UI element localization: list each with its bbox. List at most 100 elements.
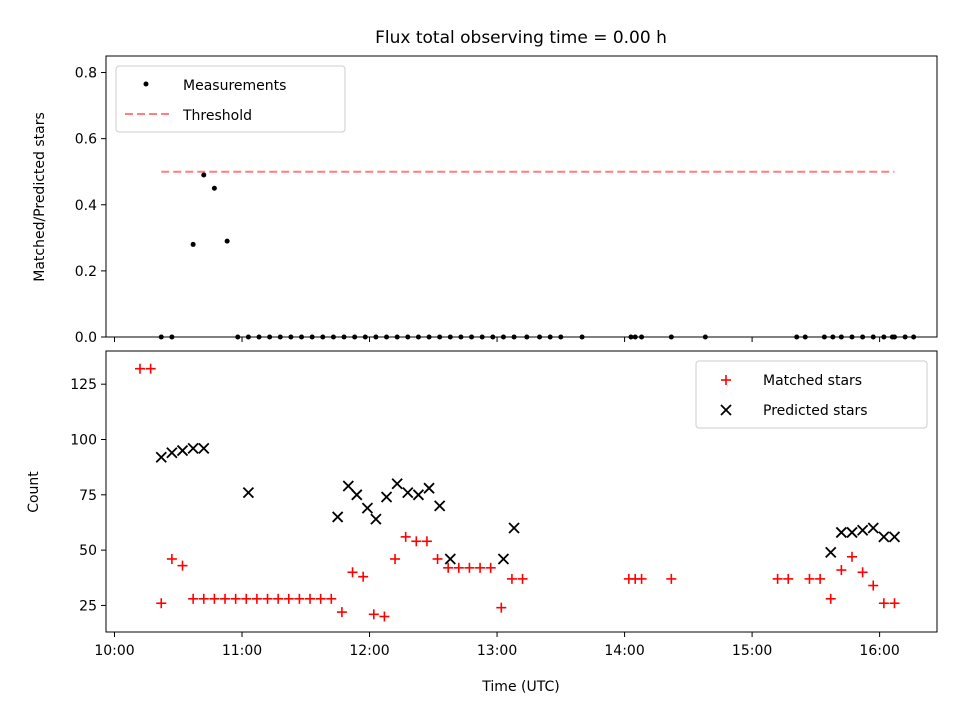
matched-stars-points (135, 363, 900, 622)
matched-star-point (485, 562, 496, 573)
matched-star-point (198, 593, 209, 604)
cross-stroke (720, 404, 732, 416)
matched-star-point (305, 593, 316, 604)
count-x-tick-label: 16:00 (859, 643, 899, 659)
matched-star-point (358, 571, 369, 582)
matched-star-point (400, 531, 411, 542)
ratio-y-tick-label: 0.4 (75, 198, 97, 214)
count-x-ticks: 10:00 11:00 12:00 13:00 14:00 15:00 16:00 (94, 632, 900, 659)
count-y-tick-label: 100 (70, 433, 97, 449)
matched-star-point (347, 567, 358, 578)
cross-stroke (878, 531, 890, 543)
predicted-star-point (166, 447, 178, 459)
count-legend: Matched stars Predicted stars (695, 360, 928, 429)
matched-star-point (326, 593, 337, 604)
predicted-star-point (187, 442, 199, 454)
measurement-point (330, 334, 336, 340)
measurement-point (891, 334, 897, 340)
measurement-point (320, 334, 326, 340)
matched-star-point (135, 363, 146, 374)
matched-star-point (475, 562, 486, 573)
measurement-point (558, 334, 564, 340)
measurement-point (415, 334, 421, 340)
matched-star-point (783, 573, 794, 584)
cross-stroke (867, 522, 879, 534)
predicted-stars-points (155, 442, 901, 565)
matched-star-point (283, 593, 294, 604)
predicted-star-point (878, 531, 890, 543)
measurement-point (870, 334, 876, 340)
measurement-point (426, 334, 432, 340)
measurement-point (490, 334, 496, 340)
measurement-point (911, 334, 917, 340)
predicted-star-point (846, 526, 858, 539)
measurement-point (394, 334, 400, 340)
matched-star-point (804, 573, 815, 584)
measurement-point (299, 334, 305, 340)
measurement-point (902, 334, 908, 340)
matched-star-point (496, 602, 507, 613)
cross-stroke (351, 489, 363, 501)
predicted-star-point (434, 500, 446, 512)
matched-star-point (421, 536, 432, 547)
count-x-tick-label: 11:00 (222, 643, 262, 659)
predicted-star-point (497, 553, 510, 565)
ratio-legend: Measurements Threshold (115, 65, 346, 133)
matched-star-point (432, 553, 443, 564)
matched-star-point (517, 573, 528, 584)
count-x-tick-label: 10:00 (94, 643, 134, 659)
measurement-point (235, 334, 241, 340)
ratio-plot-frame (105, 55, 938, 338)
matched-star-point (177, 560, 188, 571)
measurement-point (245, 334, 251, 340)
matched-star-point (464, 562, 475, 573)
count-y-ticks: 25 50 75 100 125 (70, 377, 106, 614)
matched-star-point (666, 573, 677, 584)
ratio-x-ticks (114, 337, 881, 342)
count-y-tick-label: 25 (79, 598, 97, 614)
predicted-star-point (391, 478, 403, 490)
cross-stroke (380, 491, 393, 503)
matched-star-point (294, 593, 305, 604)
matched-star-point (889, 598, 900, 609)
matched-star-point (368, 609, 379, 620)
matched-star-point (825, 593, 836, 604)
predicted-star-point (856, 524, 869, 536)
measurement-point (224, 238, 230, 244)
predicted-star-point (155, 451, 167, 463)
ratio-y-axis-label: Matched/Predicted stars (32, 112, 48, 282)
predicted-star-point (412, 489, 425, 501)
ratio-y-tick-label: 0.0 (75, 330, 97, 346)
predicted-star-point (351, 489, 363, 501)
predicted-star-point (342, 480, 354, 492)
cross-stroke (370, 513, 382, 525)
measurement-point (362, 334, 368, 340)
measurement-point (537, 334, 543, 340)
ratio-legend-box (115, 65, 346, 133)
measurement-point (500, 334, 506, 340)
matched-star-point (443, 562, 454, 573)
measurement-point (849, 334, 855, 340)
legend-predicted-label: Predicted stars (763, 403, 868, 419)
measurement-point (190, 241, 196, 247)
legend-threshold-label: Threshold (182, 108, 252, 124)
predicted-star-point (508, 522, 520, 534)
measurement-point (632, 334, 638, 340)
cross-stroke (835, 526, 847, 539)
count-x-tick-label: 14:00 (604, 643, 644, 659)
matched-star-point (836, 565, 847, 576)
matched-star-point (230, 593, 241, 604)
predicted-star-point (198, 442, 210, 454)
measurement-point (384, 334, 390, 340)
matched-star-point (846, 551, 857, 562)
predicted-star-point (888, 531, 901, 543)
cross-stroke (497, 553, 510, 565)
matched-star-point (188, 593, 199, 604)
matched-star-point (857, 567, 868, 578)
cross-stroke (198, 442, 210, 454)
legend-plus (721, 375, 731, 385)
count-y-tick-label: 50 (79, 543, 97, 559)
measurement-point (288, 334, 294, 340)
matched-star-point (209, 593, 220, 604)
matched-star-point (166, 553, 177, 564)
